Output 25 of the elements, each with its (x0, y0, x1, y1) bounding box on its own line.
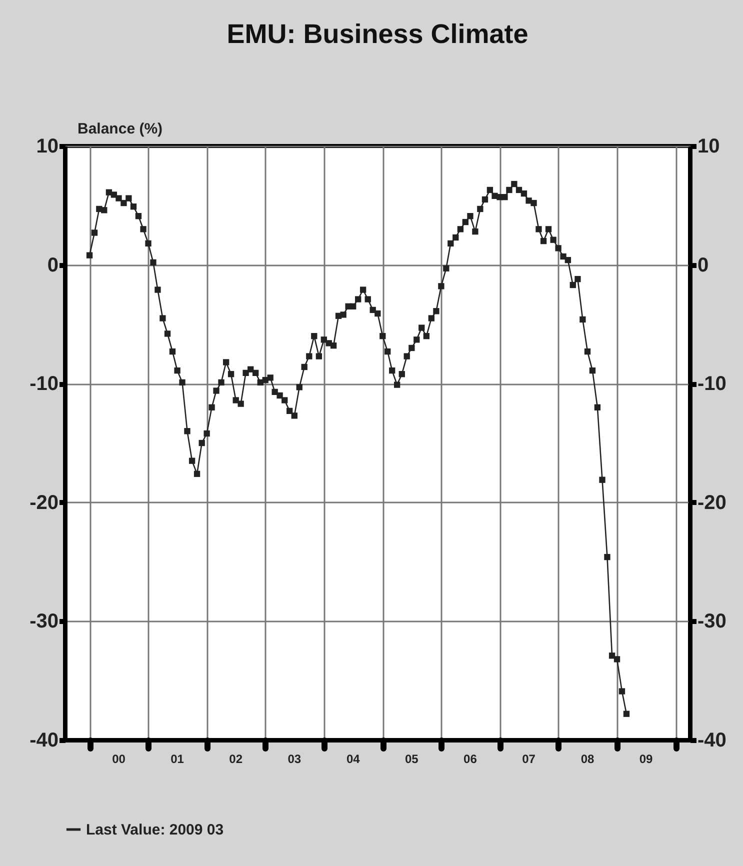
x-tick-label: 01 (170, 752, 184, 766)
legend-label: Last Value: 2009 03 (86, 822, 224, 838)
x-tick-label: 04 (346, 752, 360, 766)
chart-title: EMU: Business Climate (226, 19, 528, 49)
x-tick-label: 07 (522, 752, 536, 766)
y-tick-label: 10 (36, 136, 58, 158)
y2-tick-label: -20 (698, 492, 726, 514)
y-tick-label: -20 (30, 492, 58, 514)
x-tick-label: 00 (112, 752, 126, 766)
y-tick-label: -30 (30, 610, 58, 633)
y-tick-label: -10 (30, 373, 58, 396)
y2-tick-label: 10 (698, 136, 720, 158)
y2-tick-label: -40 (698, 730, 726, 752)
y2-tick-label: -10 (698, 373, 726, 396)
y-tick-label: -40 (30, 730, 58, 752)
x-tick-label: 02 (229, 752, 243, 766)
x-tick-label: 05 (404, 752, 419, 766)
x-tick-label: 08 (580, 752, 594, 766)
y2-tick-label: 0 (698, 254, 709, 276)
y-tick-label: 0 (47, 254, 58, 276)
x-tick-label: 03 (288, 752, 302, 766)
x-tick-label: 09 (639, 752, 654, 766)
y2-tick-label: -30 (698, 610, 726, 633)
x-tick-label: 06 (464, 752, 478, 766)
y-axis-title: Balance (%) (78, 120, 163, 138)
